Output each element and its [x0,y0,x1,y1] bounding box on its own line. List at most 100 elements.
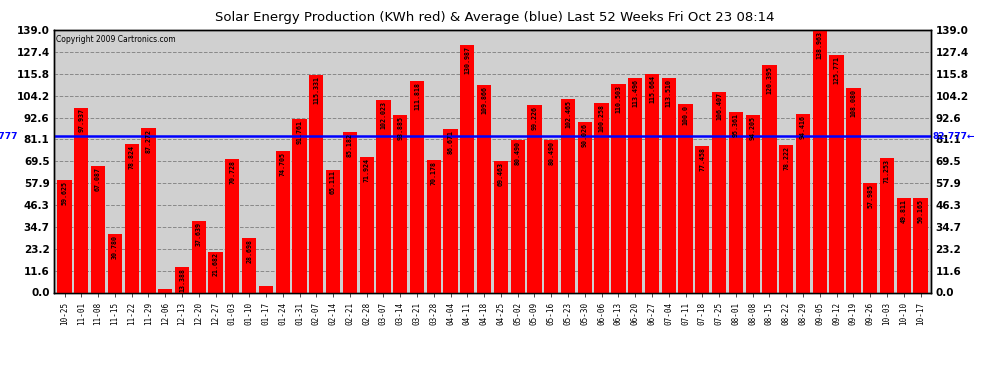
Bar [57,180,71,292]
Bar [91,166,105,292]
Bar [309,75,324,292]
Text: 74.705: 74.705 [280,152,286,176]
Text: 80.490: 80.490 [515,141,521,165]
Text: 71.253: 71.253 [884,159,890,183]
Text: 109.866: 109.866 [481,86,487,114]
Bar [712,92,727,292]
Bar [158,290,172,292]
Bar [863,183,877,292]
Bar [578,123,592,292]
Bar [661,78,676,292]
Text: 65.111: 65.111 [330,171,336,195]
Text: 78.824: 78.824 [129,145,135,169]
Text: 102.465: 102.465 [565,100,571,128]
Bar [326,170,341,292]
Text: 94.205: 94.205 [749,116,755,140]
Text: 110.503: 110.503 [616,85,622,113]
Text: 115.331: 115.331 [313,76,320,104]
Bar [108,234,122,292]
Text: →82.777: →82.777 [0,132,18,141]
Text: 59.625: 59.625 [61,181,67,205]
Text: 70.178: 70.178 [431,161,437,185]
Bar [611,84,626,292]
Bar [125,144,139,292]
Bar [594,103,609,292]
Bar [444,129,457,292]
Bar [192,221,206,292]
Bar [343,132,357,292]
Bar [880,158,894,292]
Text: Copyright 2009 Cartronics.com: Copyright 2009 Cartronics.com [56,35,176,44]
Text: 94.416: 94.416 [800,115,806,139]
Text: 91.761: 91.761 [296,120,303,144]
Bar [779,145,793,292]
Text: 21.682: 21.682 [213,252,219,276]
Text: 99.226: 99.226 [532,106,538,130]
Bar [359,157,374,292]
Bar [209,252,223,292]
Bar [226,159,240,292]
Text: 108.080: 108.080 [850,89,856,117]
Bar [846,88,860,292]
Text: 80.490: 80.490 [548,141,554,165]
Bar [695,146,710,292]
Text: 13.388: 13.388 [179,268,185,292]
Text: 67.087: 67.087 [95,167,101,191]
Text: 28.698: 28.698 [247,239,252,263]
Bar [745,115,759,292]
Text: 130.987: 130.987 [464,46,470,74]
Text: Solar Energy Production (KWh red) & Average (blue) Last 52 Weeks Fri Oct 23 08:1: Solar Energy Production (KWh red) & Aver… [215,11,775,24]
Text: 86.671: 86.671 [447,130,453,154]
Bar [528,105,542,292]
Text: 97.937: 97.937 [78,108,84,132]
Text: 69.463: 69.463 [498,162,504,186]
Text: 37.639: 37.639 [196,222,202,246]
Bar [258,286,273,292]
Text: 100.0: 100.0 [682,105,689,125]
Text: 85.182: 85.182 [346,133,352,157]
Bar [678,104,693,292]
Text: 77.458: 77.458 [699,147,705,171]
Bar [175,267,189,292]
Text: 138.963: 138.963 [817,31,823,59]
Bar [410,81,424,292]
Text: 49.811: 49.811 [901,200,907,223]
Text: 115.664: 115.664 [649,75,655,103]
Text: 87.272: 87.272 [146,129,151,153]
Bar [460,45,474,292]
Bar [628,78,643,292]
Bar [477,85,491,292]
Text: 50.165: 50.165 [918,199,924,223]
Bar [729,112,743,292]
Text: 125.771: 125.771 [834,56,840,84]
Text: 93.885: 93.885 [397,116,403,140]
Bar [142,128,155,292]
Bar [427,160,441,292]
Text: 57.985: 57.985 [867,184,873,208]
Bar [796,114,810,292]
Bar [813,30,827,292]
Text: 71.924: 71.924 [363,158,369,182]
Bar [914,198,928,292]
Bar [544,141,558,292]
Bar [561,99,575,292]
Text: 111.818: 111.818 [414,82,420,110]
Bar [393,115,407,292]
Bar [897,198,911,292]
Bar [292,119,307,292]
Bar [242,238,256,292]
Bar [494,161,508,292]
Text: 113.510: 113.510 [665,79,672,107]
Bar [275,152,290,292]
Bar [762,65,776,292]
Text: 100.258: 100.258 [599,104,605,132]
Bar [376,100,391,292]
Text: 95.361: 95.361 [733,113,739,137]
Text: 106.407: 106.407 [716,93,722,120]
Text: 120.395: 120.395 [766,66,772,94]
Bar [74,108,88,292]
Bar [830,55,843,292]
Text: 30.780: 30.780 [112,236,118,260]
Text: 82.777←: 82.777← [933,132,975,141]
Text: 70.728: 70.728 [230,160,236,184]
